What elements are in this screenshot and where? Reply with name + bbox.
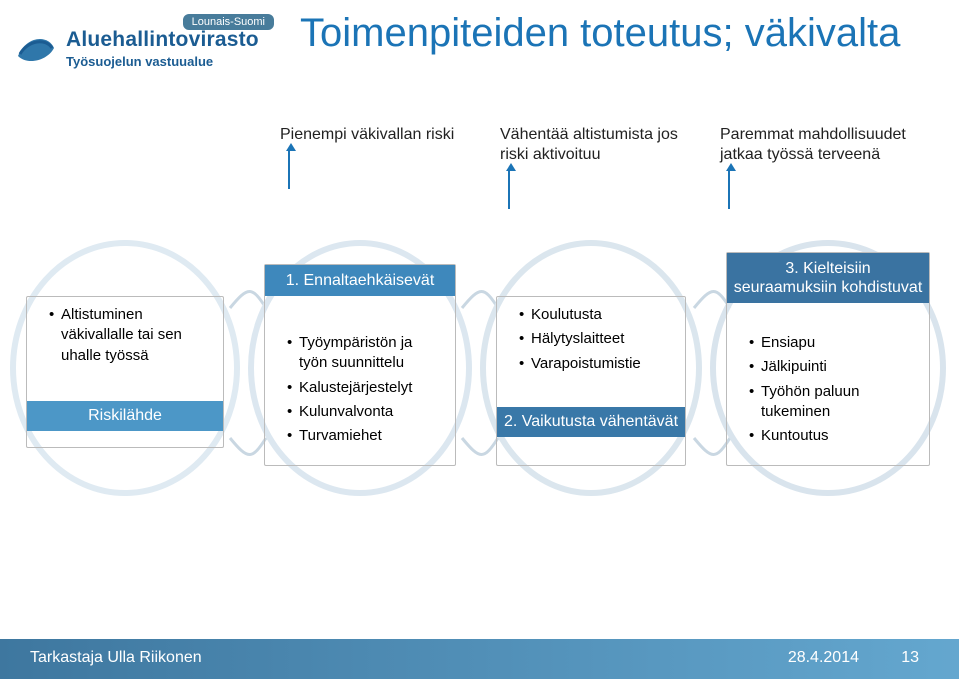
footer-page-number: 13 [901, 649, 919, 667]
footer-author: Tarkastaja Ulla Riikonen [30, 649, 202, 667]
outcome-row: Pienempi väkivallan riski Vähentää altis… [280, 125, 920, 209]
list-item: Altistuminen väkivallalle tai sen uhalle… [49, 305, 211, 366]
footer-date: 28.4.2014 [788, 649, 859, 667]
outcome-1-text: Pienempi väkivallan riski [280, 126, 454, 143]
list-item: Koulutusta [519, 305, 673, 325]
list-item: Jälkipuinti [749, 357, 917, 377]
arrow-up-icon [508, 169, 510, 209]
arrow-up-icon [728, 169, 730, 209]
list-item: Hälytyslaitteet [519, 329, 673, 349]
stage-preventive-head: 1. Ennaltaehkäisevät [265, 265, 455, 296]
stage-source: Altistuminen väkivallalle tai sen uhalle… [10, 238, 240, 498]
slide: { "logo": { "badge": "Lounais-Suomi", "l… [0, 0, 959, 679]
org-logo: Lounais-Suomi Aluehallintovirasto Työsuo… [14, 14, 274, 94]
list-item: Ensiapu [749, 333, 917, 353]
outcome-3: Paremmat mahdollisuudet jatkaa työssä te… [720, 125, 920, 209]
stage-source-label: Riskilähde [27, 401, 223, 431]
footer-bar: Tarkastaja Ulla Riikonen 28.4.2014 13 [0, 639, 959, 679]
arrow-up-icon [288, 149, 290, 189]
logo-mark-icon [14, 26, 58, 70]
stage-preventive: 1. Ennaltaehkäisevät Työympäristön ja ty… [248, 238, 472, 498]
stage-consequences: 3. Kielteisiin seuraamuksiin kohdistuvat… [710, 238, 946, 498]
list-item: Työympäristön ja työn suunnittelu [287, 333, 443, 374]
stage-mitigating-label: 2. Vaikutusta vähentävät [497, 407, 685, 437]
outcome-2-text: Vähentää altistumista jos riski aktivoit… [500, 126, 678, 163]
list-item: Kuntoutus [749, 426, 917, 446]
logo-line1: Aluehallintovirasto [66, 28, 259, 52]
list-item: Työhön paluun tukeminen [749, 382, 917, 423]
slide-title: Toimenpiteiden toteutus; väkivalta [300, 10, 900, 56]
outcome-2: Vähentää altistumista jos riski aktivoit… [500, 125, 700, 209]
stage-source-items: Altistuminen väkivallalle tai sen uhalle… [49, 305, 211, 366]
list-item: Kulunvalvonta [287, 402, 443, 422]
stage-consequences-head: 3. Kielteisiin seuraamuksiin kohdistuvat [727, 253, 929, 303]
outcome-3-text: Paremmat mahdollisuudet jatkaa työssä te… [720, 126, 906, 163]
stage-mitigating-items: Koulutusta Hälytyslaitteet Varapoistumis… [519, 305, 673, 374]
list-item: Kalustejärjestelyt [287, 378, 443, 398]
stage-mitigating: Koulutusta Hälytyslaitteet Varapoistumis… [480, 238, 702, 498]
stage-consequences-items: Ensiapu Jälkipuinti Työhön paluun tukemi… [749, 333, 917, 446]
list-item: Turvamiehet [287, 426, 443, 446]
stage-preventive-items: Työympäristön ja työn suunnittelu Kalust… [287, 333, 443, 446]
outcome-1: Pienempi väkivallan riski [280, 125, 480, 209]
logo-line2: Työsuojelun vastuualue [66, 54, 259, 69]
list-item: Varapoistumistie [519, 354, 673, 374]
process-flow: Altistuminen väkivallalle tai sen uhalle… [0, 238, 959, 498]
